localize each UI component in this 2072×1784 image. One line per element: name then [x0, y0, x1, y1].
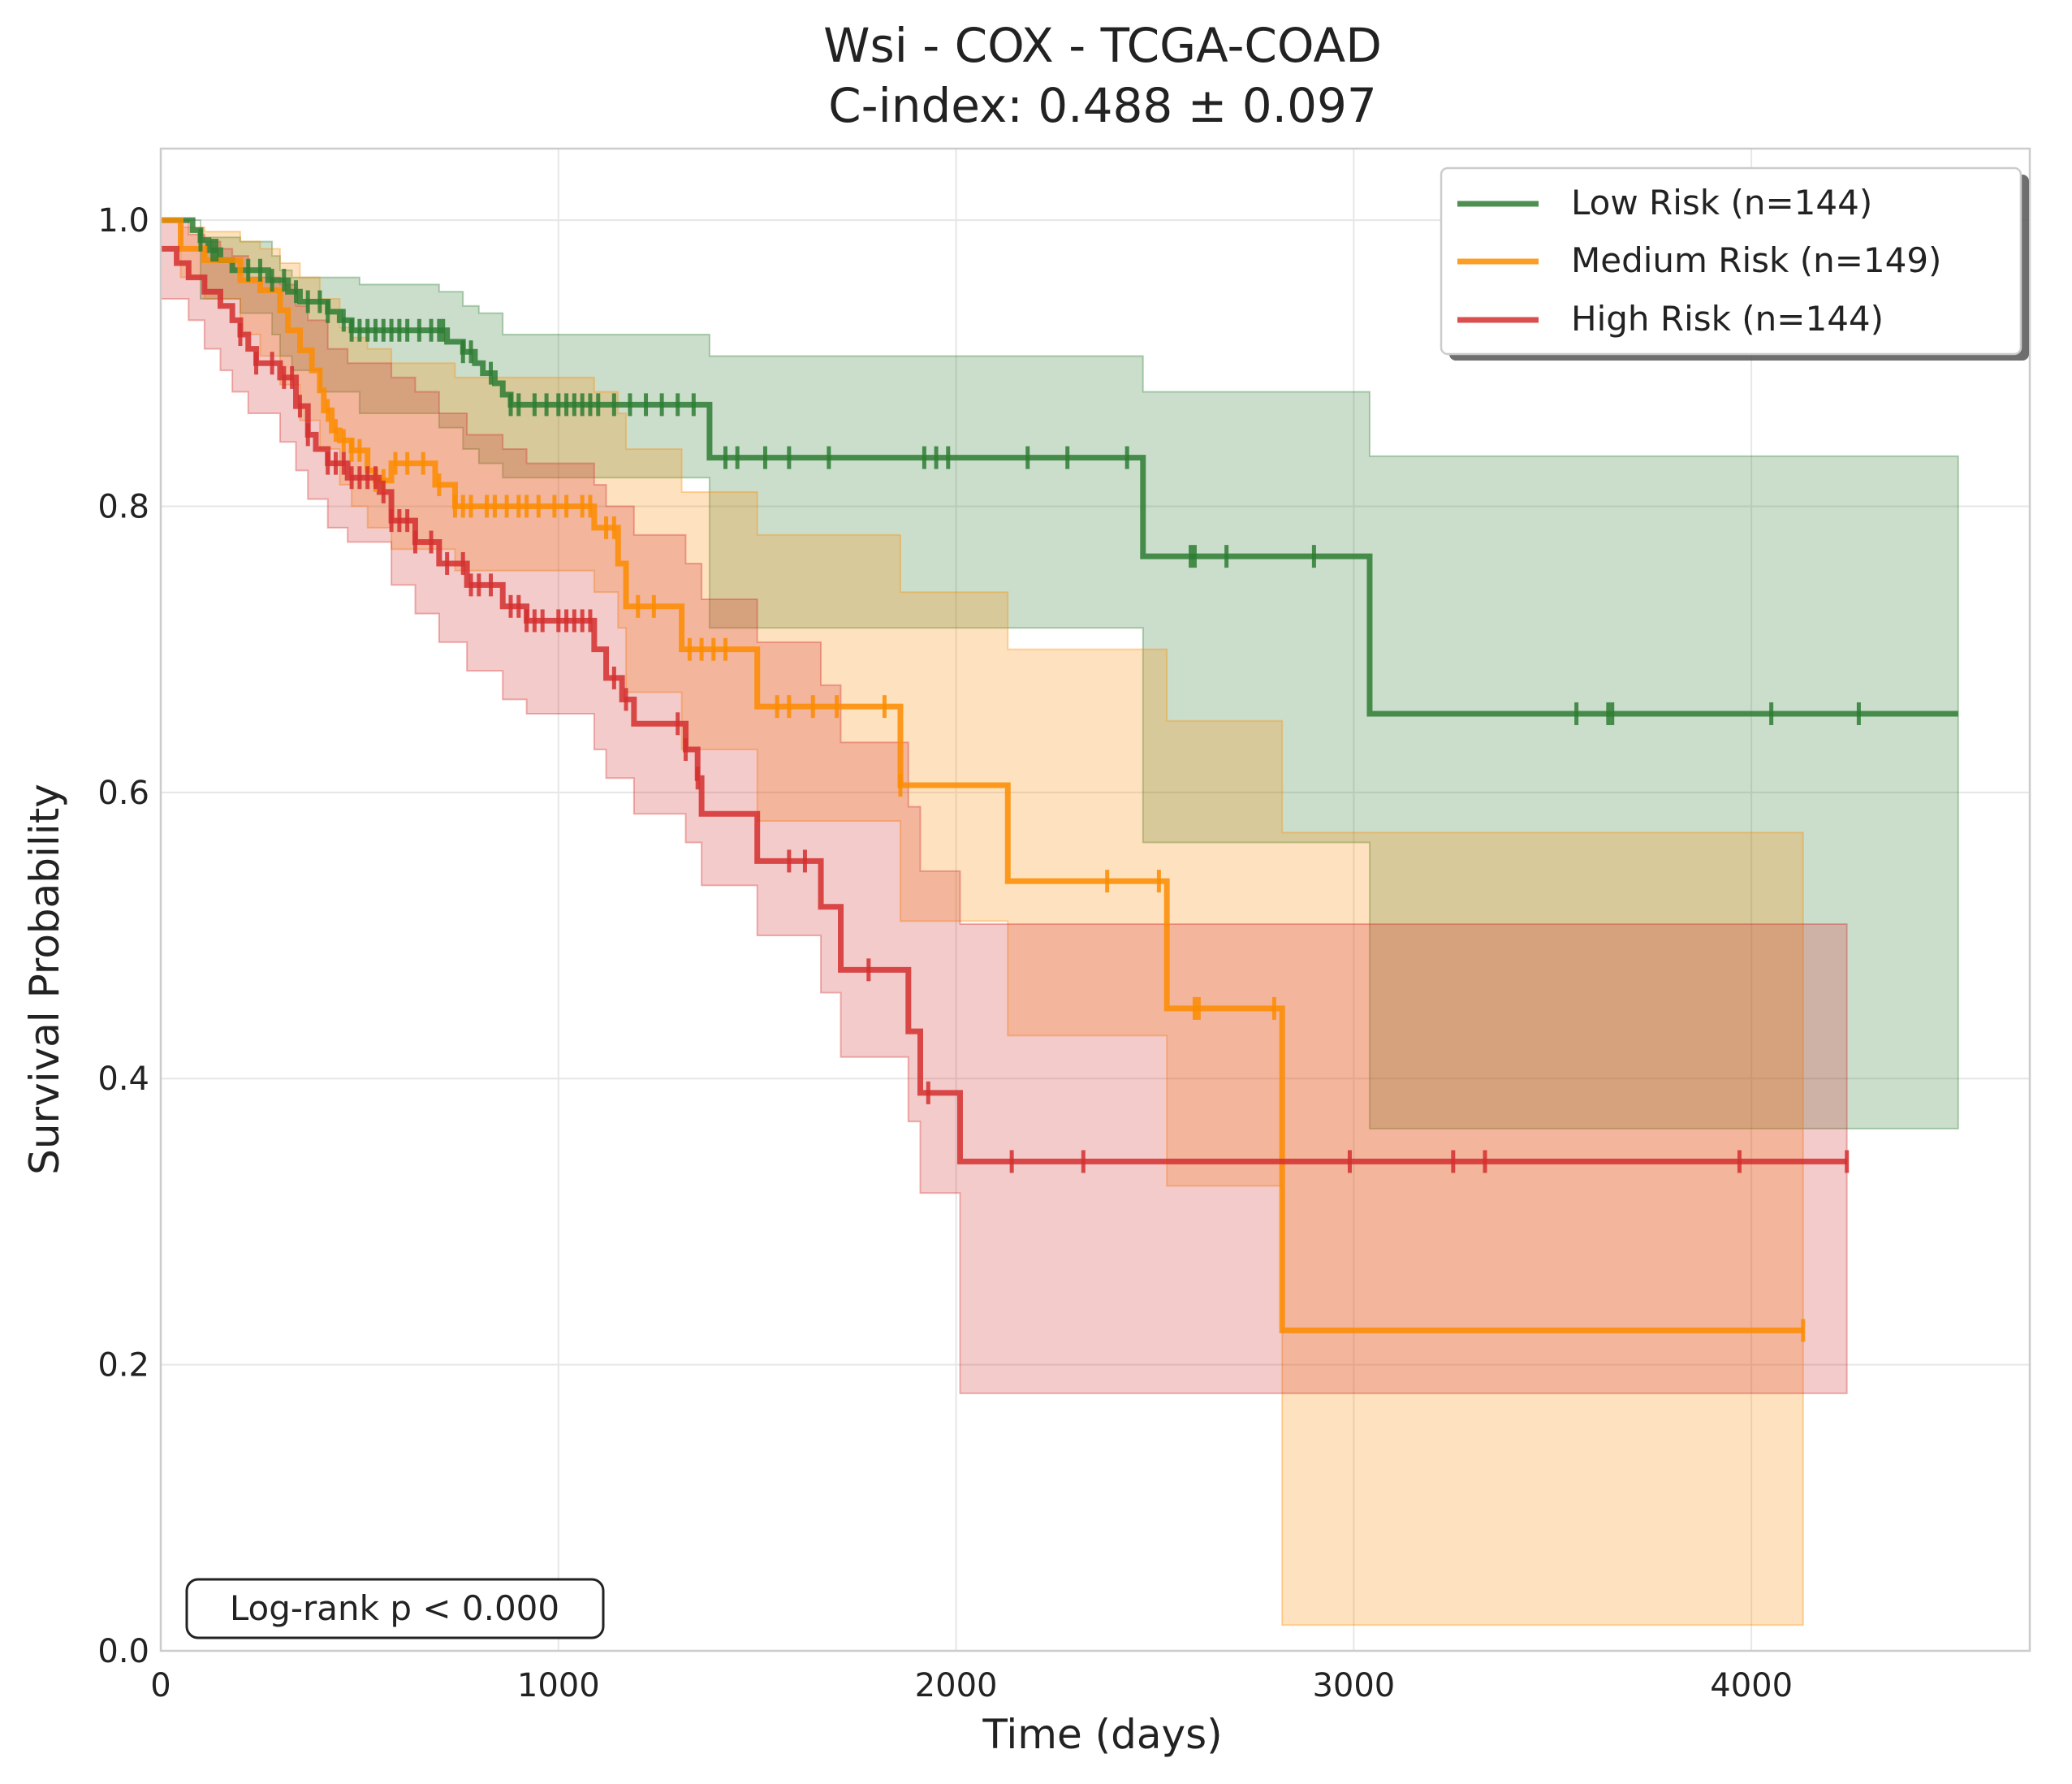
x-tick-label: 3000	[1312, 1667, 1395, 1704]
x-tick-label: 2000	[915, 1667, 998, 1704]
x-tick-label: 4000	[1710, 1667, 1793, 1704]
y-axis-ticks: 0.0 0.2 0.4 0.6 0.8 1.0	[97, 202, 149, 1670]
x-tick-label: 1000	[517, 1667, 600, 1704]
y-tick-label: 0.2	[97, 1347, 149, 1384]
y-tick-label: 1.0	[97, 202, 149, 240]
chart-subtitle: C-index: 0.488 ± 0.097	[828, 78, 1377, 133]
annotation-box	[185, 1578, 605, 1639]
censor-marks	[198, 228, 1861, 1342]
legend: Low Risk (n=144) Medium Risk (n=149) Hig…	[1440, 166, 2029, 361]
legend-label-medium: Medium Risk (n=149)	[1571, 240, 1941, 280]
y-tick-label: 0.8	[97, 488, 149, 525]
x-axis-ticks: 0 1000 2000 3000 4000	[150, 1667, 1793, 1704]
x-axis-label: Time (days)	[982, 1711, 1222, 1758]
annotation-text: Log-rank p < 0.000	[230, 1588, 559, 1628]
legend-label-low: Low Risk (n=144)	[1571, 183, 1872, 222]
y-axis-label: Survival Probability	[21, 784, 68, 1175]
y-tick-label: 0.0	[97, 1633, 149, 1670]
survival-curve-medium	[161, 217, 1803, 1333]
logrank-annotation: Log-rank p < 0.000	[185, 1578, 605, 1639]
plot-frame	[159, 147, 2031, 1652]
ci-band-low	[161, 219, 1959, 1130]
legend-label-high: High Risk (n=144)	[1571, 299, 1884, 339]
x-tick-label: 0	[150, 1667, 171, 1704]
y-tick-label: 0.4	[97, 1060, 149, 1098]
y-tick-label: 0.6	[97, 775, 149, 812]
chart-title: Wsi - COX - TCGA-COAD	[823, 18, 1382, 73]
legend-box	[1440, 166, 2022, 356]
